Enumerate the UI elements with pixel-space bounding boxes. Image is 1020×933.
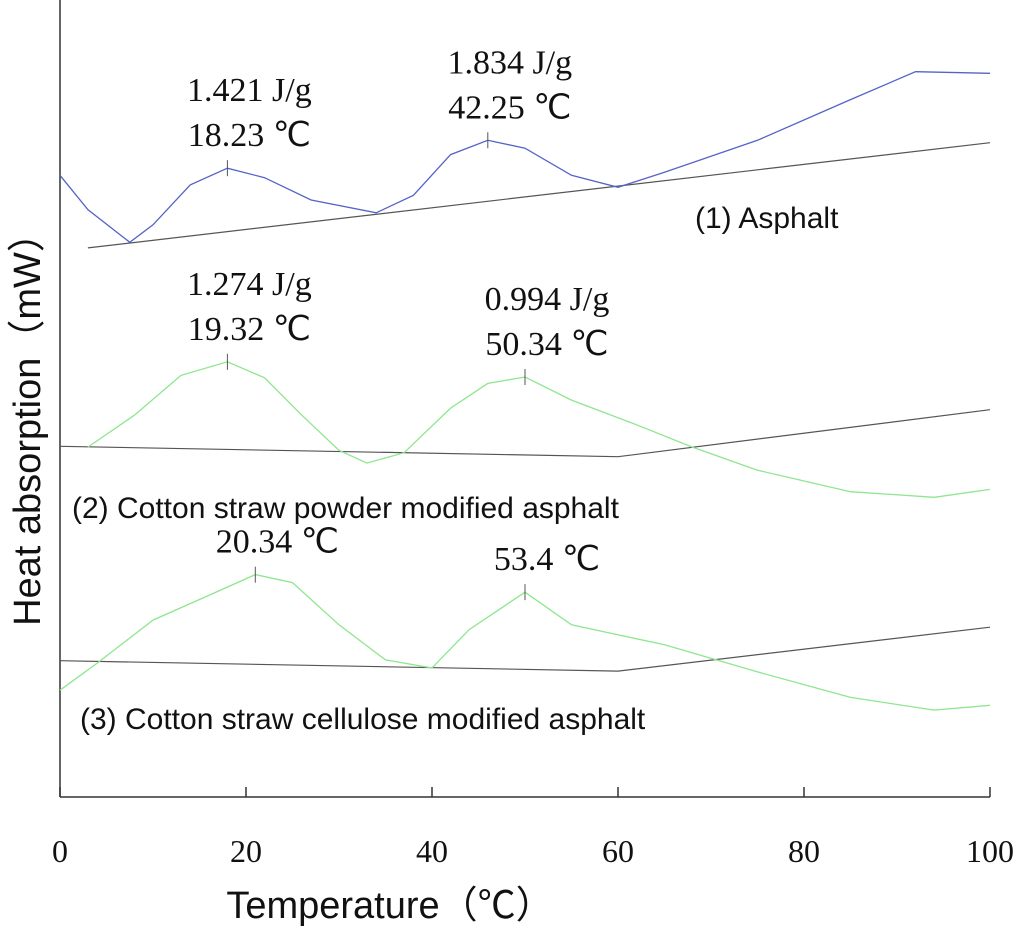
series-label: (3) Cotton straw cellulose modified asph… (80, 703, 646, 736)
peak-annotation: 1.274 J/g (187, 266, 312, 303)
peak-annotation: 19.32 ℃ (188, 311, 311, 348)
dsc-curve (59, 573, 991, 711)
x-tick-label: 20 (230, 833, 262, 869)
peak-annotation: 1.421 J/g (187, 72, 312, 109)
peak-annotation: 50.34 ℃ (485, 326, 608, 363)
peak-annotation: 42.25 ℃ (448, 89, 571, 126)
x-tick-label: 100 (966, 833, 1014, 869)
x-tick-label: 80 (788, 833, 820, 869)
peak-annotation: 20.34 ℃ (216, 524, 339, 561)
peak-annotation: 18.23 ℃ (188, 117, 311, 154)
series-label: (2) Cotton straw powder modified asphalt (72, 492, 620, 525)
x-tick-label: 60 (602, 833, 634, 869)
x-tick-label: 0 (52, 833, 68, 869)
y-axis-label: Heat absorption（mW） (7, 214, 49, 626)
x-tick-label: 40 (416, 833, 448, 869)
x-axis-label: Temperature（℃） (226, 885, 553, 927)
peak-annotation: 0.994 J/g (485, 281, 610, 318)
peak-annotation: 53.4 ℃ (494, 541, 600, 578)
dsc-curve (87, 361, 991, 498)
baseline (59, 409, 991, 458)
dsc-curve (59, 71, 991, 244)
series-label: (1) Asphalt (695, 202, 839, 235)
baseline (59, 626, 991, 672)
baseline (87, 142, 991, 249)
peak-annotation: 1.834 J/g (447, 44, 572, 81)
